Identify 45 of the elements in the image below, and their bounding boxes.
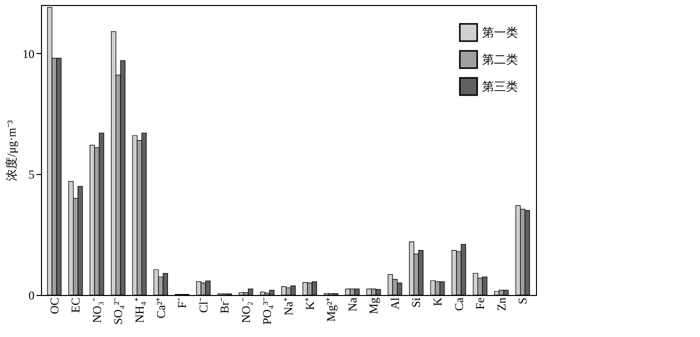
- bar: [141, 132, 147, 296]
- x-tick-label: SO₄²⁻: [111, 298, 126, 325]
- x-tick-label: NO₃⁻: [90, 298, 104, 324]
- x-tick-label: F⁻: [175, 298, 190, 308]
- x-tick-label: NO₂⁻: [238, 298, 253, 324]
- x-tick-label: K⁺: [302, 298, 317, 310]
- bar: [302, 282, 308, 296]
- y-tick-label: 0: [28, 288, 34, 302]
- bar: [154, 269, 159, 296]
- bar: [281, 286, 286, 296]
- legend-label: 第一类: [482, 26, 518, 40]
- x-tick-label: K: [430, 297, 445, 306]
- x-tick-label: Ca: [452, 296, 466, 311]
- x-tick-label: OC: [47, 298, 62, 314]
- x-tick-label: Na⁺: [282, 298, 296, 316]
- bar: [238, 292, 244, 296]
- x-tick-label: Na: [345, 296, 360, 312]
- bar: [248, 288, 254, 296]
- bar: [430, 280, 436, 296]
- bar: [494, 291, 500, 296]
- x-tick-label: PO₄³⁻: [260, 298, 274, 325]
- y-tick-label: 5: [28, 168, 34, 182]
- bar: [132, 135, 138, 296]
- y-axis-title: 浓度/μg·m⁻³: [4, 120, 18, 181]
- x-tick-label: Zn: [494, 298, 508, 311]
- bar: [90, 144, 95, 296]
- x-tick-label: Si: [409, 296, 424, 308]
- x-tick-label: Cl⁻: [196, 298, 210, 313]
- bar: [98, 132, 104, 296]
- bar: [396, 282, 402, 296]
- x-tick-label: NH₄⁺: [132, 298, 146, 324]
- x-tick-label: S: [516, 298, 530, 304]
- x-tick-label: Mg²⁺: [324, 298, 338, 322]
- x-tick-label: EC: [68, 298, 83, 313]
- x-tick-label: Al: [388, 296, 402, 310]
- legend-label: 第二类: [482, 52, 518, 66]
- x-tick-label: Ca²⁺: [154, 298, 168, 318]
- y-tick-label: 10: [22, 46, 34, 61]
- legend-label: 第三类: [482, 80, 518, 94]
- x-tick-label: Mg: [366, 298, 381, 314]
- x-tick-label: Fe: [473, 298, 488, 310]
- bar: [409, 242, 414, 296]
- bar: [345, 288, 350, 296]
- bar: [503, 290, 509, 296]
- x-tick-label: Br⁻: [218, 298, 232, 314]
